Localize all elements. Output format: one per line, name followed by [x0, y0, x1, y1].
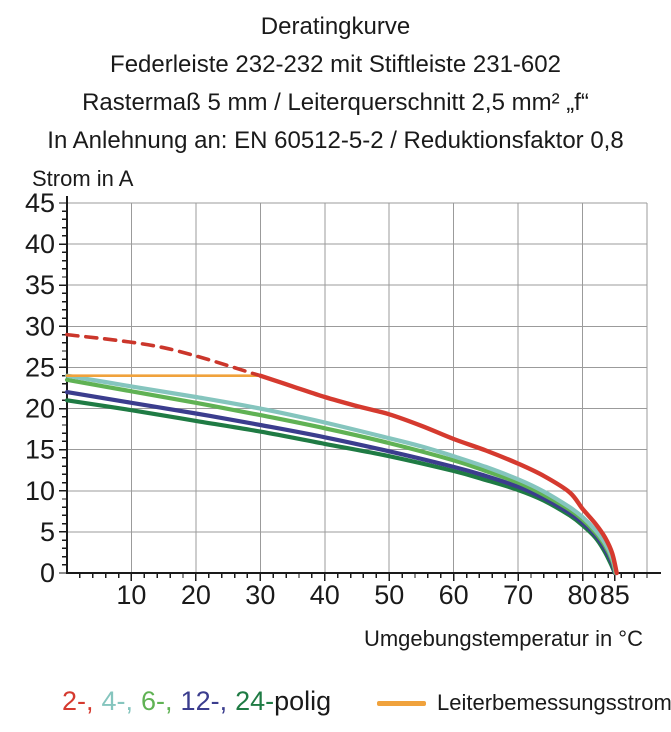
- curve-12-polig: [64, 390, 617, 576]
- curve-2-polig: [258, 373, 619, 576]
- title-line: Federleiste 232-232 mit Stiftleiste 231-…: [110, 51, 561, 78]
- x-tick-label: 30: [245, 580, 275, 610]
- y-tick-label: 15: [25, 435, 55, 465]
- y-tick-label: 45: [25, 188, 55, 218]
- axes: [65, 196, 661, 575]
- rated-current-line-swatch: [377, 700, 426, 706]
- tick-labels: 0 5 10 15 20 25 30 35 40 45 10 20 30 40 50 60 70 80 85: [25, 188, 630, 610]
- y-tick-label: 30: [25, 311, 55, 341]
- axis-ticks: [59, 202, 648, 581]
- y-axis-title: Strom in A: [32, 166, 134, 191]
- y-tick-label: 35: [25, 270, 55, 300]
- x-tick-label: 50: [374, 580, 404, 610]
- curve-4-polig: [64, 373, 619, 576]
- title-line: In Anlehnung an: EN 60512-5-2 / Reduktio…: [47, 127, 624, 154]
- legend-pole-item: 24-: [235, 686, 275, 716]
- x-axis-title: Umgebungstemperatur in °C: [364, 626, 643, 651]
- legend-pole-item: polig: [274, 686, 332, 716]
- curve-2-polig-gestrichelt-unterhalb-30-c-: [65, 332, 263, 378]
- rated-current-label: Leiterbemessungsstrom: [437, 690, 671, 715]
- curves: [64, 332, 619, 576]
- legend-pole-item: 4-,: [101, 686, 134, 716]
- y-tick-label: 40: [25, 229, 55, 259]
- y-tick-label: 0: [40, 558, 55, 588]
- title-line: Deratingkurve: [260, 13, 411, 40]
- x-tick-label: 85: [600, 580, 630, 610]
- chart-title-block: Deratingkurve Federleiste 232-232 mit St…: [0, 8, 671, 160]
- x-tick-label: 80: [568, 580, 598, 610]
- y-tick-label: 5: [40, 517, 55, 547]
- x-tick-label: 20: [181, 580, 211, 610]
- y-tick-label: 25: [25, 352, 55, 382]
- y-tick-label: 10: [25, 476, 55, 506]
- x-tick-label: 10: [116, 580, 146, 610]
- title-line: Rastermaß 5 mm / Leiterquerschnitt 2,5 m…: [82, 89, 589, 116]
- legend-pole-item: 12-,: [180, 686, 228, 716]
- legend-poles: 2-, 4-, 6-, 12-, 24-polig: [62, 686, 331, 717]
- legend-rated-current: Leiterbemessungsstrom: [377, 690, 671, 716]
- x-tick-label: 60: [439, 580, 469, 610]
- y-tick-label: 20: [25, 394, 55, 424]
- x-tick-label: 70: [503, 580, 533, 610]
- chart-render-root: 0 5 10 15 20 25 30 35 40 45 10 20 30 40 50 60 70 80 85: [25, 188, 661, 610]
- x-tick-label: 40: [310, 580, 340, 610]
- legend-pole-item: 6-,: [141, 686, 173, 716]
- legend-pole-item: 2-,: [62, 686, 94, 716]
